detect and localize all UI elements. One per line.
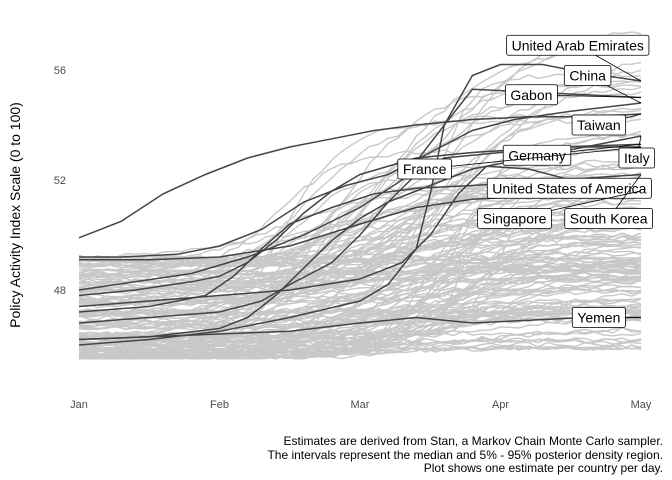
label-text-italy: Italy bbox=[624, 150, 650, 166]
y-tick-label-52: 52 bbox=[54, 175, 66, 187]
label-text-united-arab-emirates: United Arab Emirates bbox=[512, 37, 644, 53]
background-series-line bbox=[78, 273, 642, 329]
caption-line-2: The intervals represent the median and 5… bbox=[267, 448, 663, 462]
label-box-united-arab-emirates bbox=[506, 34, 650, 56]
background-series-line bbox=[78, 46, 642, 358]
label-china: China bbox=[563, 65, 642, 104]
label-box-singapore bbox=[477, 208, 552, 229]
label-text-taiwan: Taiwan bbox=[577, 117, 621, 133]
label-box-france bbox=[397, 158, 452, 180]
background-series-line bbox=[78, 308, 642, 338]
country-labels-group: United Arab Emirates China Gabon Taiwan Germ… bbox=[397, 34, 656, 328]
label-box-south-korea bbox=[564, 208, 654, 229]
background-series-line bbox=[78, 341, 642, 351]
label-text-yemen: Yemen bbox=[577, 310, 620, 326]
label-france: France bbox=[397, 146, 642, 180]
label-box-gabon bbox=[504, 84, 558, 106]
background-series-line bbox=[78, 72, 642, 277]
label-text-united-states-of-america: United States of America bbox=[492, 180, 646, 196]
label-yemen: Yemen bbox=[571, 307, 641, 328]
x-tick-label-may: May bbox=[631, 399, 652, 411]
background-series-line bbox=[78, 303, 642, 356]
label-text-china: China bbox=[569, 68, 606, 84]
label-united-states-of-america: United States of America bbox=[486, 177, 652, 199]
background-series-line bbox=[78, 113, 642, 325]
label-singapore: Singapore bbox=[477, 190, 642, 229]
x-tick-label-feb: Feb bbox=[210, 399, 229, 411]
y-tick-label-48: 48 bbox=[54, 285, 66, 297]
label-gabon: Gabon bbox=[504, 84, 642, 106]
leader-line-france bbox=[424, 146, 642, 170]
label-text-gabon: Gabon bbox=[510, 87, 552, 103]
label-text-singapore: Singapore bbox=[483, 211, 547, 227]
label-box-germany bbox=[502, 144, 572, 166]
series-line-yemen bbox=[78, 316, 641, 341]
label-united-arab-emirates: United Arab Emirates bbox=[506, 34, 650, 82]
x-tick-label-jan: Jan bbox=[70, 399, 88, 411]
x-tick-label-apr: Apr bbox=[492, 399, 509, 411]
series-line-taiwan bbox=[78, 113, 642, 239]
label-text-france: France bbox=[403, 161, 447, 177]
background-series-line bbox=[78, 257, 642, 265]
series-line-germany bbox=[78, 143, 642, 297]
series-line-italy bbox=[78, 135, 642, 341]
label-box-italy bbox=[618, 147, 656, 169]
background-series-line bbox=[78, 235, 642, 358]
background-series-line bbox=[78, 291, 642, 354]
background-series-line bbox=[78, 303, 642, 347]
y-axis-title: Policy Activity Index Scale (0 to 100) bbox=[7, 102, 23, 328]
series-line-united-arab-emirates bbox=[78, 63, 642, 291]
chart-caption: Estimates are derived from Stan, a Marko… bbox=[267, 434, 663, 475]
series-line-france bbox=[78, 146, 641, 324]
series-line-south-korea bbox=[78, 173, 642, 313]
label-box-united-states-of-america bbox=[486, 177, 652, 199]
label-box-taiwan bbox=[571, 114, 627, 136]
background-series-line bbox=[78, 134, 642, 296]
label-italy: Italy bbox=[618, 135, 656, 169]
label-text-south-korea: South Korea bbox=[570, 211, 648, 227]
background-series-line bbox=[79, 298, 642, 318]
caption-line-1: Estimates are derived from Stan, a Marko… bbox=[284, 434, 664, 448]
x-tick-label-mar: Mar bbox=[351, 399, 370, 411]
background-series-line bbox=[78, 173, 642, 275]
y-tick-label-56: 56 bbox=[54, 65, 66, 77]
background-series-line bbox=[78, 266, 642, 292]
x-axis-ticks: Jan Feb Mar Apr May bbox=[70, 399, 652, 411]
y-axis-ticks: 48 52 56 bbox=[54, 65, 66, 297]
series-line-china bbox=[79, 102, 642, 258]
background-series-line bbox=[78, 314, 642, 321]
background-series-line bbox=[78, 209, 642, 360]
background-series-line bbox=[78, 243, 642, 331]
label-box-yemen bbox=[571, 307, 626, 328]
label-south-korea: South Korea bbox=[564, 174, 654, 229]
label-germany: Germany bbox=[502, 143, 642, 166]
caption-line-3: Plot shows one estimate per country per … bbox=[424, 461, 663, 475]
label-taiwan: Taiwan bbox=[571, 113, 642, 136]
background-series-line bbox=[78, 338, 642, 360]
label-box-china bbox=[563, 65, 612, 86]
background-series-line bbox=[78, 232, 642, 264]
background-series-line bbox=[78, 254, 642, 262]
